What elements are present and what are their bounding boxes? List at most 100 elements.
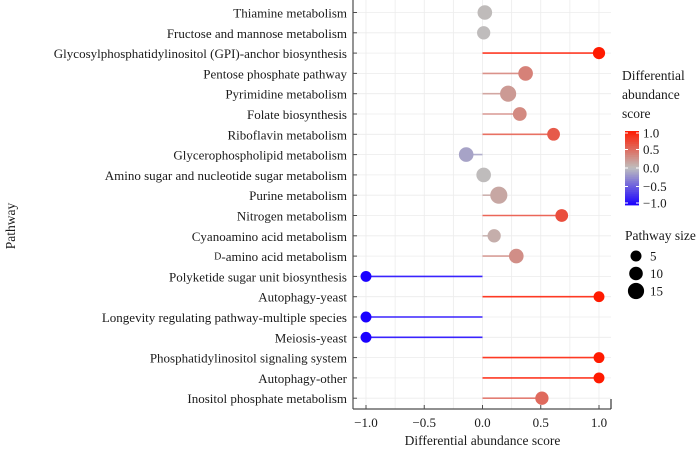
y-axis-ticks: Thiamine metabolism Fructose and mannose …	[54, 6, 357, 406]
color-bar-segment	[625, 153, 639, 156]
lollipop-point	[593, 291, 605, 303]
color-bar-segment	[625, 180, 639, 184]
color-bar-segment	[625, 203, 639, 206]
color-bar-segment	[625, 158, 639, 161]
size-legend-circle	[627, 282, 645, 300]
lollipop-point	[476, 167, 491, 183]
y-tick-label: Autophagy-other	[258, 371, 347, 386]
lollipop-point	[360, 311, 372, 323]
lollipop-point	[512, 107, 527, 121]
x-axis-title: Differential abundance score	[405, 433, 561, 448]
size-legend-circle	[629, 266, 643, 281]
color-legend: Differential abundance score 1.00.5 0.0 −0.5 −…	[622, 68, 685, 211]
color-bar-segment	[625, 143, 639, 147]
color-bar-segment	[625, 193, 639, 197]
y-tick-label: Pentose phosphate pathway	[203, 66, 347, 81]
lollipop-point	[477, 26, 491, 40]
lollipop-point	[592, 46, 606, 60]
color-bar-segment	[625, 131, 639, 134]
color-bar-segment	[625, 151, 639, 154]
x-tick-label: −1.0	[354, 415, 378, 430]
color-legend-title-line: abundance	[622, 87, 680, 102]
size-legend-title: Pathway size	[625, 228, 696, 243]
color-bar-segment	[625, 182, 639, 186]
color-bar-segment	[625, 175, 639, 178]
color-bar-segment	[625, 192, 639, 195]
color-legend-label: −1.0	[643, 196, 667, 211]
y-tick-label: Amino sugar and nucleotide sugar metabol…	[105, 168, 347, 183]
lollipop-point	[360, 331, 372, 343]
color-bar-segment	[625, 136, 639, 139]
color-bar-segment	[625, 197, 639, 200]
y-tick-label: Inositol phosphate metabolism	[187, 391, 347, 406]
color-legend-label: 1.0	[643, 126, 659, 141]
color-bar-segment	[625, 186, 639, 189]
size-legend-label: 15	[650, 284, 663, 299]
y-tick-label: Phosphatidylinositol signaling system	[150, 351, 347, 366]
color-bar-segment	[625, 179, 639, 182]
lollipop-point	[535, 391, 549, 405]
x-axis-ticks: −1.0 −0.5 0.0 0.5 1.0	[354, 405, 607, 430]
color-bar-segment	[625, 140, 639, 143]
color-bar-segment	[625, 160, 639, 163]
lollipop-point	[555, 209, 569, 222]
color-legend-label: 0.5	[643, 142, 659, 157]
lollipop-point	[360, 270, 372, 282]
lollipop-point	[593, 352, 605, 364]
y-tick-label: Nitrogen metabolism	[237, 209, 347, 224]
color-legend-title-line: Differential	[622, 68, 685, 83]
y-tick-label: Pyrimidine metabolism	[225, 87, 347, 102]
color-bar-segment	[625, 145, 639, 149]
color-bar-segment	[625, 201, 639, 204]
color-bar-segment	[625, 171, 639, 174]
y-tick-label: Fructose and mannose metabolism	[167, 26, 347, 41]
y-tick-label: Glycosylphosphatidylinositol (GPI)-ancho…	[54, 46, 347, 61]
lollipop-point	[487, 229, 501, 243]
lollipop-point	[458, 147, 474, 162]
x-tick-label: 0.0	[474, 415, 490, 430]
color-bar-segment	[625, 164, 639, 167]
x-tick-label: 1.0	[591, 415, 607, 430]
y-tick-label: Folate biosynthesis	[247, 107, 347, 122]
lollipop-point	[593, 372, 605, 384]
color-bar-segment	[625, 184, 639, 187]
color-bar-segment	[625, 173, 639, 176]
color-bar-segment	[625, 168, 639, 171]
lollipop-point	[547, 127, 560, 141]
grid-lines	[353, 0, 611, 409]
lollipop-point	[508, 248, 524, 264]
color-legend-label: −0.5	[643, 179, 667, 194]
color-bar-segment	[625, 177, 639, 180]
y-tick-label: Autophagy-yeast	[258, 290, 347, 305]
color-bar-segment	[625, 134, 639, 137]
size-legend-circle	[630, 250, 642, 262]
lollipop-point	[500, 85, 517, 102]
y-axis-title: Pathway	[3, 203, 18, 250]
color-bar-segment	[625, 199, 639, 202]
color-bar-segment	[625, 166, 639, 169]
color-bar-segment	[625, 190, 639, 193]
color-bar-segment	[625, 162, 639, 165]
lollipop-point	[490, 186, 508, 204]
color-bar-segment	[625, 147, 639, 150]
y-tick-label: Meiosis-yeast	[275, 330, 348, 345]
y-tick-label: Thiamine metabolism	[233, 6, 347, 21]
y-tick-label: Cyanoamino acid metabolism	[192, 229, 347, 244]
axes	[352, 0, 612, 410]
color-legend-title-line: score	[622, 106, 650, 121]
lollipop-point	[518, 66, 533, 81]
lollipop-points	[360, 5, 606, 405]
y-tick-label: Longevity regulating pathway-multiple sp…	[102, 310, 347, 325]
size-legend-label: 10	[650, 266, 663, 281]
x-tick-label: −0.5	[412, 415, 436, 430]
color-bar-segment	[625, 188, 639, 191]
color-bar-segment	[625, 169, 639, 173]
lollipop-point	[477, 5, 493, 20]
color-bar-segment	[625, 155, 639, 158]
y-tick-label: Riboflavin metabolism	[227, 127, 347, 142]
color-bar-segment	[625, 149, 639, 152]
size-legend: Pathway size 5 10 15	[625, 228, 696, 300]
color-bar-segment	[625, 138, 639, 141]
color-bar-segment	[625, 142, 639, 145]
